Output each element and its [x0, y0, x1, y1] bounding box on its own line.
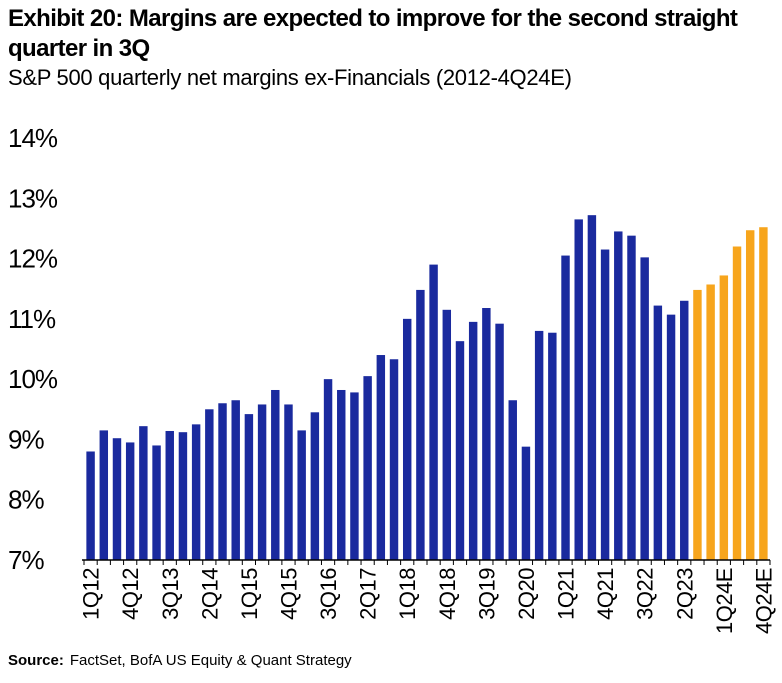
- estimate-bar: [745, 230, 755, 561]
- y-tick-label: 14%: [8, 123, 58, 153]
- actual-bar: [600, 249, 610, 560]
- actual-bar: [548, 332, 557, 560]
- actual-bar: [653, 305, 663, 560]
- source-text: FactSet, BofA US Equity & Quant Strategy: [69, 652, 352, 669]
- x-tick-label: 1Q21: [554, 568, 579, 620]
- actual-bar: [284, 404, 293, 560]
- estimate-bar: [732, 246, 742, 560]
- x-tick-label: 3Q19: [474, 568, 499, 620]
- actual-bar: [627, 235, 636, 560]
- actual-bar: [363, 376, 372, 560]
- x-tick-label: 1Q12: [79, 568, 104, 620]
- actual-bar: [680, 300, 689, 560]
- x-tick-label: 3Q13: [158, 568, 183, 620]
- x-tick-label: 4Q18: [435, 568, 460, 620]
- actual-bar: [587, 215, 597, 561]
- actual-bar: [165, 430, 174, 560]
- actual-bar: [442, 309, 452, 560]
- y-tick-label: 7%: [8, 545, 44, 575]
- x-tick-label: 1Q24E: [712, 568, 737, 634]
- actual-bar: [86, 451, 95, 560]
- x-tick-label: 3Q22: [633, 568, 658, 620]
- actual-bar: [125, 442, 135, 560]
- actual-bar: [376, 355, 386, 560]
- x-tick-label: 4Q12: [118, 568, 143, 620]
- actual-bar: [112, 438, 122, 560]
- actual-bar: [337, 389, 346, 560]
- estimate-bar: [706, 284, 715, 560]
- bars: [86, 215, 768, 561]
- y-tick-label: 10%: [8, 364, 58, 394]
- source-note: Source: FactSet, BofA US Equity & Quant S…: [8, 652, 352, 669]
- actual-bar: [416, 289, 425, 560]
- actual-bar: [218, 403, 227, 560]
- x-tick-label: 3Q16: [316, 568, 341, 620]
- actual-bar: [508, 400, 517, 560]
- actual-bar: [521, 446, 531, 560]
- x-tick-label: 1Q18: [395, 568, 420, 620]
- x-tick-label: 2Q23: [672, 568, 697, 620]
- actual-bar: [231, 400, 240, 560]
- chart-subtitle: S&P 500 quarterly net margins ex-Financi…: [8, 65, 572, 90]
- actual-bar: [178, 432, 188, 560]
- actual-bar: [455, 341, 465, 560]
- page-title: Exhibit 20: Margins are expected to impr…: [8, 5, 738, 62]
- x-tick-label: 4Q21: [593, 568, 618, 620]
- x-tick-label: 4Q24E: [751, 568, 776, 634]
- actual-bar: [402, 318, 412, 560]
- actual-bar: [429, 264, 438, 560]
- y-tick-label: 11%: [8, 304, 56, 334]
- actual-bar: [640, 257, 649, 560]
- actual-bar: [350, 392, 359, 560]
- actual-bar: [310, 412, 320, 560]
- y-axis: 7% 8% 9% 10% 11% 12% 13% 14%: [8, 123, 59, 575]
- source-label: Source:: [8, 652, 64, 669]
- actual-bar: [99, 430, 109, 560]
- actual-bar: [574, 219, 583, 560]
- actual-bar: [614, 231, 623, 560]
- x-tick-label: 2Q20: [514, 568, 539, 620]
- x-tick-label: 2Q14: [197, 568, 222, 620]
- estimate-bar: [719, 275, 729, 560]
- actual-bar: [495, 323, 504, 560]
- actual-bar: [323, 379, 333, 560]
- actual-bar: [191, 424, 201, 560]
- actual-bar: [297, 430, 306, 560]
- y-tick-label: 9%: [8, 424, 44, 454]
- actual-bar: [152, 445, 161, 560]
- actual-bar: [257, 404, 267, 560]
- estimate-bar: [693, 289, 702, 560]
- x-axis: 1Q12 4Q12 3Q13 2Q14 1Q15 4Q15 3Q16 2Q17 1Q18 4Q18…: [79, 559, 776, 634]
- actual-bar: [389, 359, 399, 560]
- actual-bar: [244, 414, 254, 560]
- actual-bar: [205, 409, 214, 560]
- actual-bar: [561, 255, 570, 560]
- actual-bar: [271, 389, 280, 560]
- estimate-bar: [759, 227, 768, 560]
- actual-bar: [482, 308, 491, 560]
- actual-bar: [468, 321, 478, 560]
- y-tick-label: 13%: [8, 183, 58, 213]
- x-tick-label: 1Q15: [237, 568, 262, 620]
- x-tick-label: 2Q17: [356, 568, 381, 620]
- actual-bar: [534, 330, 544, 560]
- y-tick-label: 12%: [8, 244, 58, 274]
- actual-bar: [139, 426, 148, 560]
- x-tick-label: 4Q15: [276, 568, 301, 620]
- y-tick-label: 8%: [8, 485, 44, 515]
- actual-bar: [666, 314, 676, 560]
